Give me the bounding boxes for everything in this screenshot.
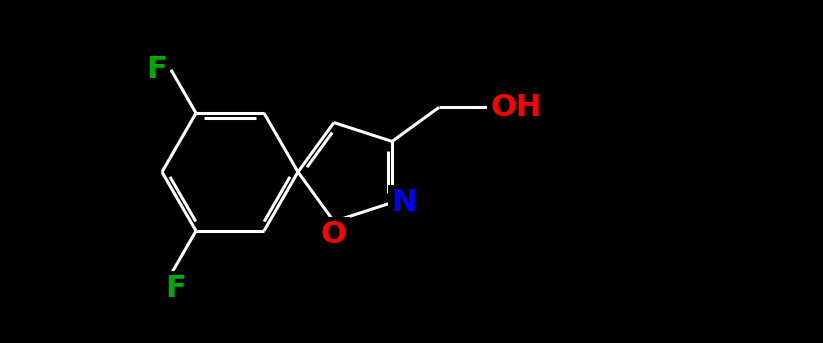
Text: O: O	[321, 220, 346, 249]
Text: F: F	[165, 274, 186, 303]
Text: F: F	[146, 55, 167, 84]
Text: OH: OH	[491, 93, 542, 122]
Text: N: N	[392, 188, 416, 217]
